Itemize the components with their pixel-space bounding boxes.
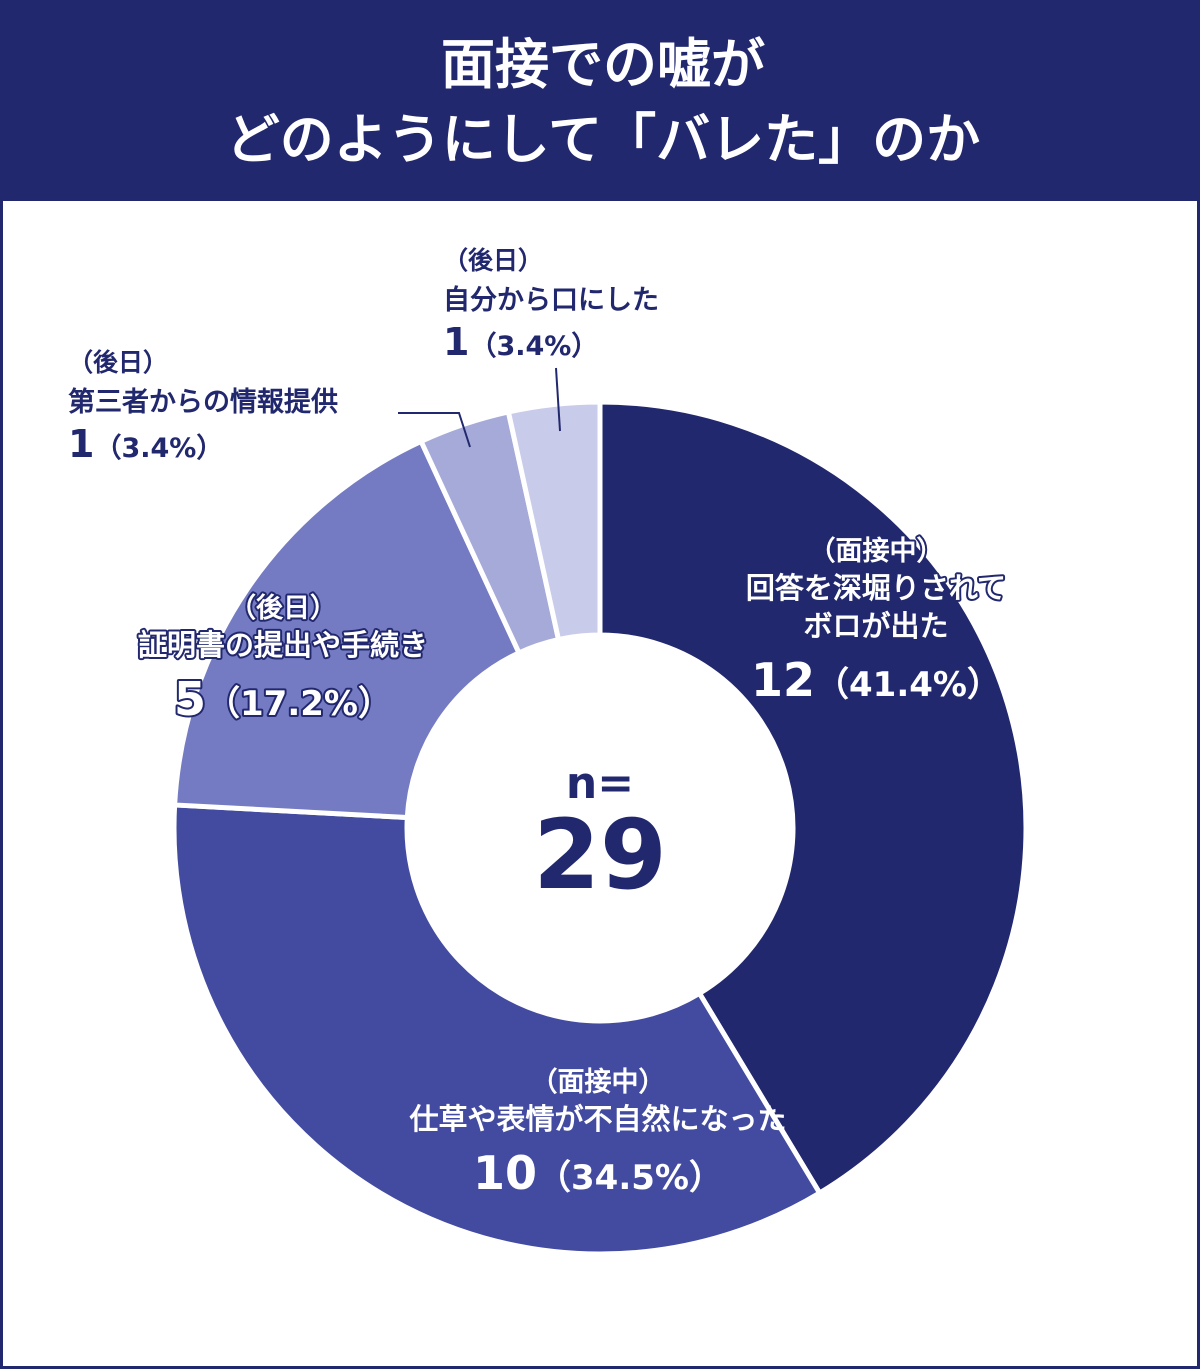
slice-value-label: 5（17.2%） — [174, 672, 392, 726]
center-n-value: 29 — [533, 799, 667, 911]
slice-label-text: 証明書の提出や手続き — [138, 628, 428, 662]
slice-label-category: （面接中） — [531, 1067, 666, 1098]
slice-label-text: 自分から口にした — [443, 284, 659, 316]
donut-slice-3 — [172, 438, 522, 821]
slice-value-label: 10（34.5%） — [473, 1146, 723, 1200]
donut-slice-2 — [171, 802, 823, 1257]
slice-label-category: （面接中） — [809, 536, 944, 567]
slice-label-category: （後日） — [68, 348, 168, 377]
slice-label-text: 仕草や表情が不自然になった — [408, 1102, 786, 1136]
slice-label-text: 第三者からの情報提供 — [68, 386, 338, 418]
leader-line-slice-5 — [555, 367, 561, 432]
slice-label-text: 回答を深堀りされて — [746, 571, 1006, 605]
chart-title-line-2: どのようにして「バレた」のか — [225, 108, 981, 171]
center-n-label: n= — [566, 758, 634, 809]
title-banner: 面接での嘘が どのようにして「バレた」のか — [3, 3, 1200, 201]
leader-line-slice-4 — [398, 412, 471, 448]
slice-label-category: （後日） — [443, 246, 543, 275]
slice-value-label: 12（41.4%） — [751, 653, 1001, 707]
slice-value-label: 1（3.4%） — [68, 422, 223, 466]
slice-label-text: ボロが出た — [803, 609, 948, 643]
donut-slice-5 — [505, 399, 603, 643]
slice-label-category: （後日） — [229, 593, 337, 624]
donut-slice-1 — [597, 399, 1029, 1196]
slice-value-label: 1（3.4%） — [443, 320, 598, 364]
chart-title-line-1: 面接での嘘が — [441, 33, 765, 96]
